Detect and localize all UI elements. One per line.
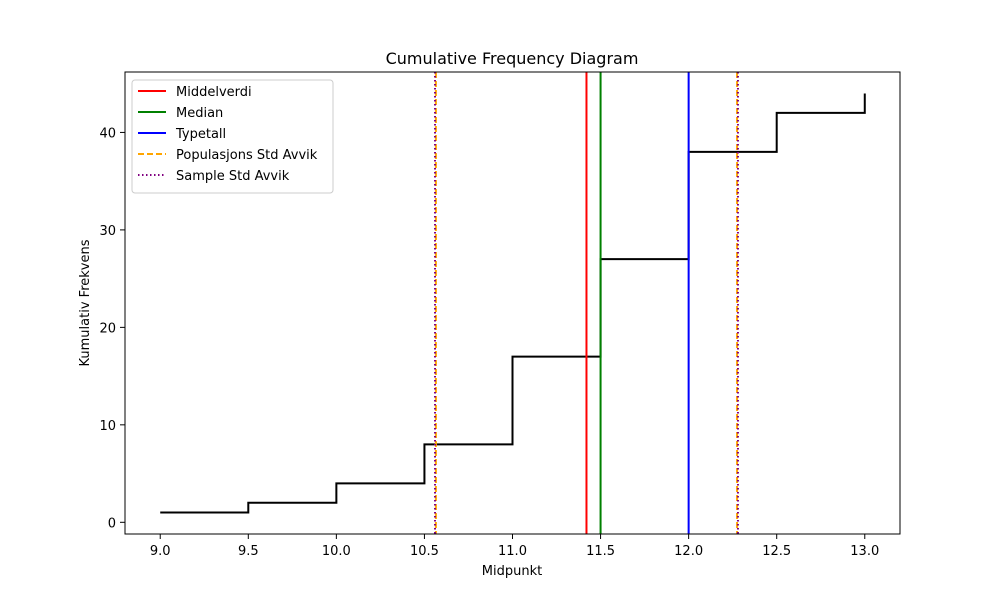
legend-entry-label: Populasjons Std Avvik [176,148,318,163]
y-axis-label: Kumulativ Frekvens [78,239,93,366]
step-series-line [160,93,866,514]
x-tick-label: 9.5 [238,544,259,559]
y-tick-label: 0 [108,516,116,531]
legend-entry-label: Middelverdi [176,85,252,100]
y-tick-label: 40 [99,126,116,141]
chart-title: Cumulative Frequency Diagram [386,49,639,68]
legend-box [131,79,334,194]
plot-area [124,71,901,535]
x-tick-label: 10.0 [322,544,351,559]
legend-entry-label: Typetall [175,127,226,142]
x-tick-label: 12.0 [674,544,703,559]
x-tick-label: 13.0 [850,544,879,559]
x-axis-label: Midpunkt [482,564,542,579]
y-tick-label: 30 [99,224,116,239]
legend-entry-label: Median [176,106,223,121]
x-tick-label: 11.5 [586,544,615,559]
y-tick-label: 20 [99,321,116,336]
x-tick-label: 10.5 [410,544,439,559]
x-tick-label: 9.0 [150,544,171,559]
legend-entry-label: Sample Std Avvik [176,169,290,184]
legend: Middelverdi Median Typetall Populasjons Std… [131,79,334,194]
x-tick-label: 11.0 [498,544,527,559]
y-axis-ticks: 0 10 20 30 40 [99,126,125,531]
x-tick-label: 12.5 [762,544,791,559]
y-tick-label: 10 [99,419,116,434]
x-axis-ticks: 9.0 9.5 10.0 10.5 11.0 11.5 12.0 12.5 13.0 [150,534,879,559]
